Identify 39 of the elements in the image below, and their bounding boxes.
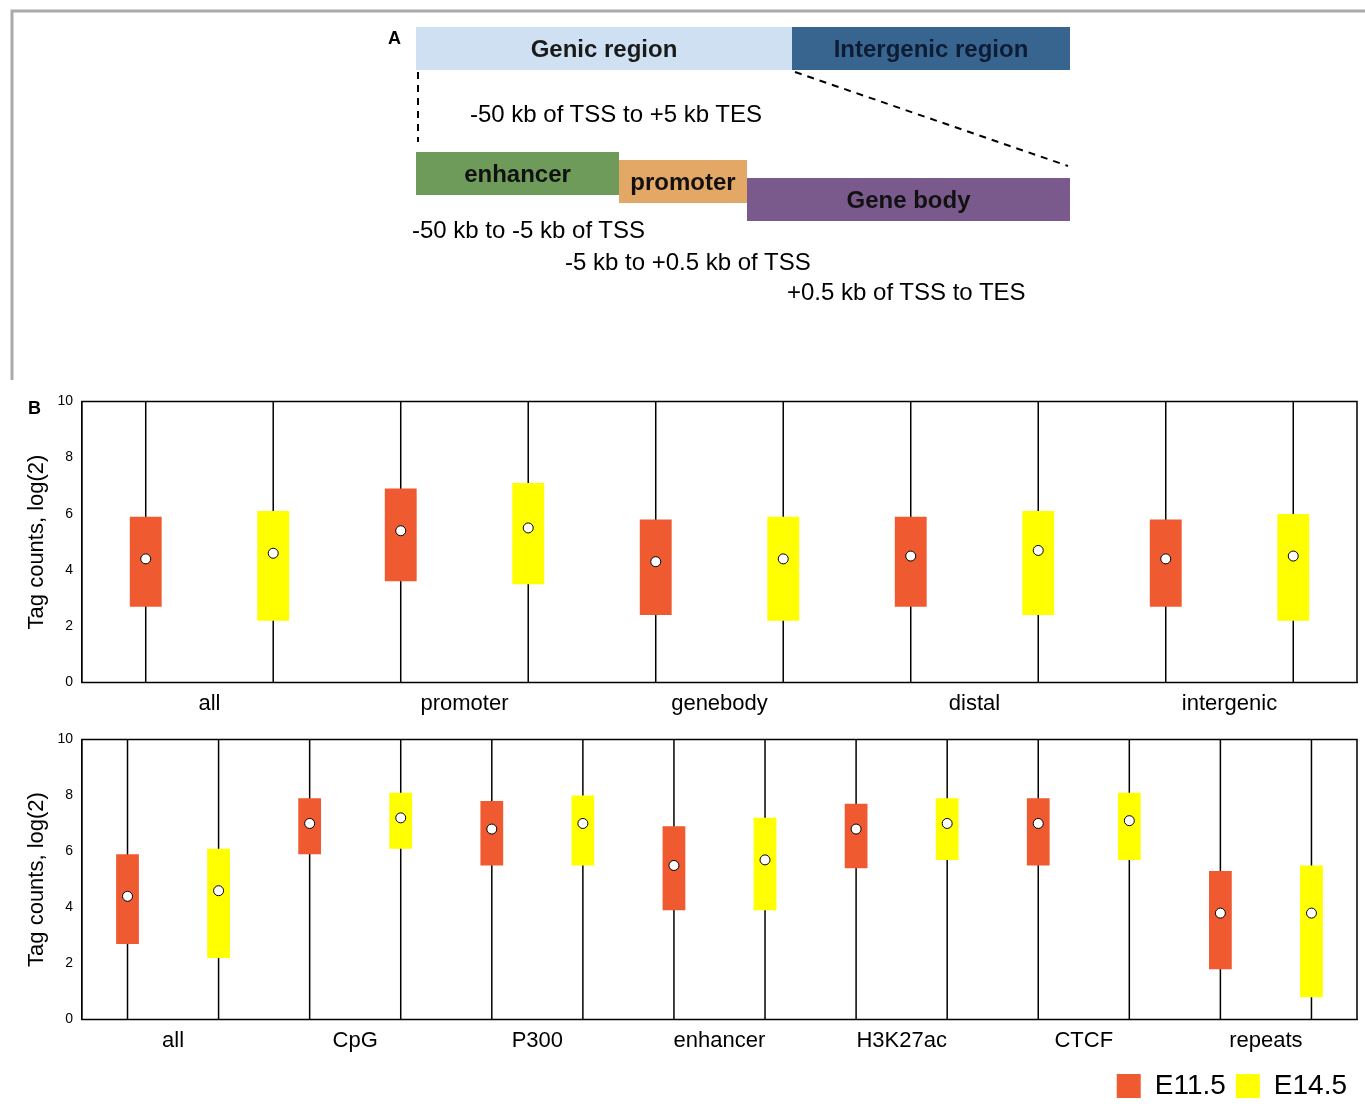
y-tick-label: 4	[65, 560, 74, 577]
legend-label: E14.5	[1273, 1068, 1347, 1100]
x-tick-label: CTCF	[1054, 1026, 1114, 1052]
x-tick-label: enhancer	[673, 1026, 766, 1052]
y-tick-label: 2	[65, 617, 74, 634]
y-tick-label: 6	[65, 842, 74, 859]
y-tick-label: 0	[65, 1010, 74, 1027]
x-tick-label: repeats	[1229, 1026, 1303, 1052]
legend-label: E11.5	[1154, 1068, 1226, 1100]
y-tick-label: 8	[65, 448, 74, 465]
x-tick-label: H3K27ac	[856, 1026, 947, 1052]
region-box: Intergenic region	[792, 27, 1070, 70]
text: -5 kb to +0.5 kb of TSS	[565, 248, 811, 276]
y-axis-title: Tag counts, log(2)	[23, 792, 49, 967]
region-box: Gene body	[747, 178, 1070, 221]
region-box: enhancer	[416, 152, 619, 195]
y-tick-label: 10	[57, 730, 74, 747]
x-tick-label: all	[198, 689, 221, 715]
text: A	[388, 28, 401, 49]
y-tick-label: 8	[65, 786, 74, 803]
text: -50 kb of TSS to +5 kb TES	[470, 100, 762, 128]
x-tick-label: genebody	[671, 689, 768, 715]
region-box: Genic region	[416, 27, 792, 70]
text: B	[28, 398, 41, 419]
y-tick-label: 10	[57, 392, 74, 409]
y-tick-label: 0	[65, 673, 74, 690]
y-tick-label: 4	[65, 898, 74, 915]
text: -50 kb to -5 kb of TSS	[412, 216, 646, 244]
y-tick-label: 2	[65, 954, 74, 971]
region-box: promoter	[619, 160, 747, 203]
x-tick-label: intergenic	[1181, 689, 1278, 715]
x-tick-label: all	[162, 1026, 185, 1052]
y-tick-label: 6	[65, 504, 74, 521]
y-axis-title: Tag counts, log(2)	[23, 454, 49, 630]
x-tick-label: promoter	[420, 689, 509, 715]
x-tick-label: P300	[511, 1026, 564, 1052]
text: +0.5 kb of TSS to TES	[787, 278, 1026, 306]
x-tick-label: CpG	[332, 1026, 378, 1052]
x-tick-label: distal	[948, 689, 1001, 715]
